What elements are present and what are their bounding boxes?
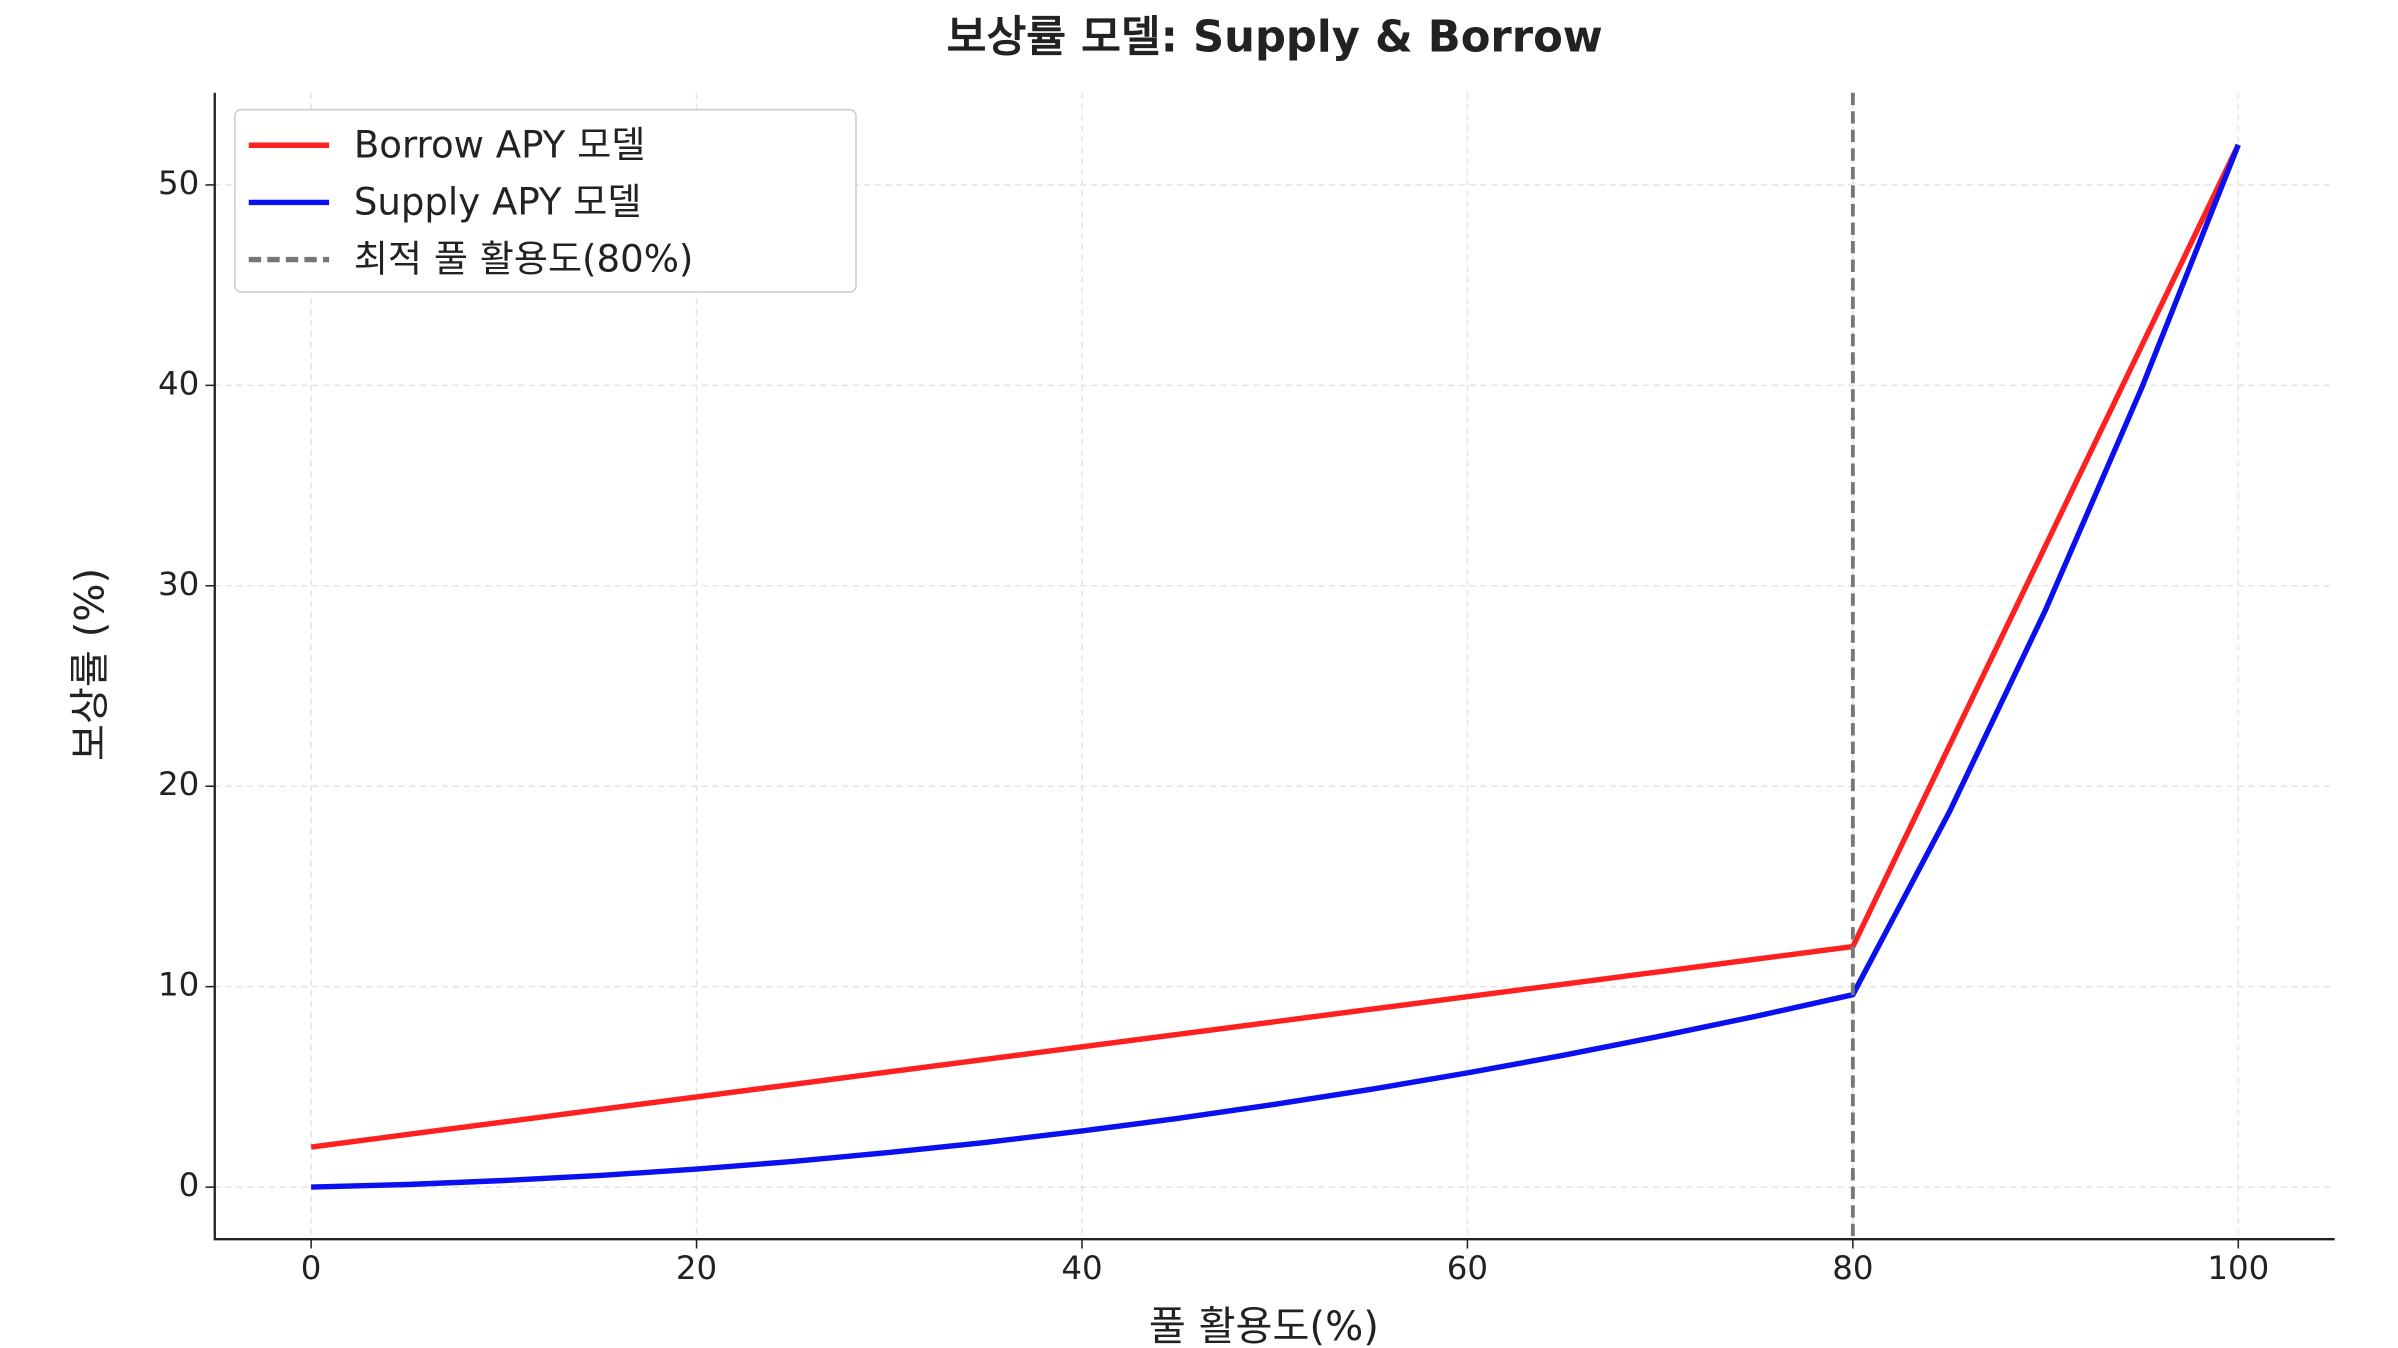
legend-label: Supply APY 모델 — [354, 180, 642, 223]
x-tick-label: 100 — [2207, 1249, 2269, 1287]
y-axis-label: 보상률 (%) — [68, 568, 114, 761]
axis-spine — [213, 92, 2335, 1241]
legend-box — [234, 108, 857, 293]
legend-label: Borrow APY 모델 — [354, 123, 646, 166]
line-series — [310, 143, 2241, 1150]
x-tick-label: 60 — [1447, 1249, 1488, 1287]
x-tick-label: 0 — [301, 1249, 322, 1287]
y-tick-label: 40 — [158, 364, 199, 402]
x-tick-label: 80 — [1832, 1249, 1873, 1287]
y-tick-label: 10 — [158, 966, 199, 1004]
x-tick-label: 40 — [1061, 1249, 1102, 1287]
y-tick-label: 20 — [158, 765, 199, 803]
chart-title: 보상률 모델: Supply & Borrow — [947, 13, 1603, 63]
x-tick-label: 20 — [676, 1249, 717, 1287]
y-tick-label: 30 — [158, 565, 199, 603]
legend-label: 최적 풀 활용도(80%) — [354, 238, 694, 281]
y-tick-label: 0 — [179, 1166, 200, 1204]
x-axis-label: 풀 활용도(%) — [1149, 1304, 1379, 1348]
line-series — [311, 143, 2241, 1190]
y-tick-label: 50 — [158, 164, 199, 202]
